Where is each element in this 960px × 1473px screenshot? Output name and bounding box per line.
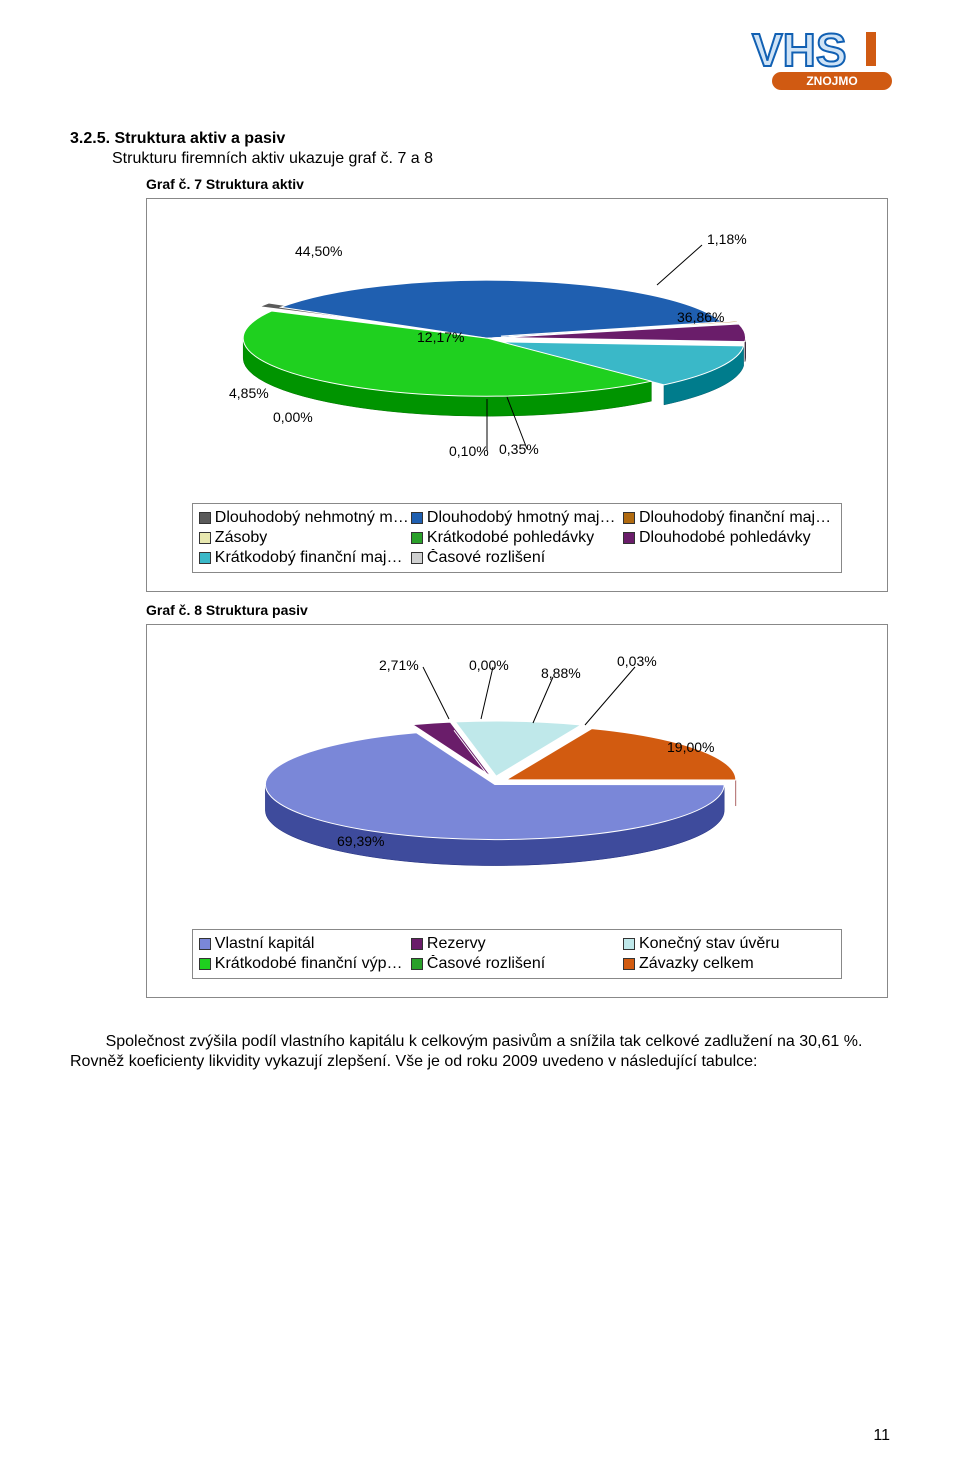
legend-label: Krátkodobé pohledávky <box>427 529 594 547</box>
legend-item: Dlouhodobý finanční majetek <box>623 508 835 528</box>
chart8-label-888: 8,88% <box>541 665 581 681</box>
legend-item: Dlouhodobé pohledávky <box>623 528 835 548</box>
chart7-label-3686: 36,86% <box>677 309 724 325</box>
legend-label: Závazky celkem <box>639 955 754 973</box>
legend-swatch <box>411 532 423 544</box>
svg-text:VHS: VHS <box>752 24 847 76</box>
chart7-label-4450: 44,50% <box>295 243 342 259</box>
chart7-label-1217: 12,17% <box>417 329 464 345</box>
legend-swatch <box>411 552 423 564</box>
legend-swatch <box>199 958 211 970</box>
chart7-title: Graf č. 7 Struktura aktiv <box>146 176 890 192</box>
legend-item: Krátkodobé finanční výpomoci <box>199 954 411 974</box>
legend-label: Krátkodobé finanční výpomoci <box>215 955 411 973</box>
legend-swatch <box>623 938 635 950</box>
legend-label: Rezervy <box>427 935 486 953</box>
legend-swatch <box>199 512 211 524</box>
chart7-legend: Dlouhodobý nehmotný majetek Dlouhodobý hm… <box>192 503 842 573</box>
legend-swatch <box>623 532 635 544</box>
legend-label: Dlouhodobý hmotný majetek <box>427 509 623 527</box>
chart8-pie: 2,71% 0,00% 8,88% 0,03% 19,00% 69,39% <box>147 625 887 915</box>
chart8-label-003: 0,03% <box>617 653 657 669</box>
page-number: 11 <box>873 1427 890 1445</box>
chart7-label-485: 4,85% <box>229 385 269 401</box>
legend-item: Dlouhodobý nehmotný majetek <box>199 508 411 528</box>
chart8-label-1900: 19,00% <box>667 739 714 755</box>
chart8-label-000: 0,00% <box>469 657 509 673</box>
section-subheading: Strukturu firemních aktiv ukazuje graf č… <box>112 150 890 168</box>
legend-label: Dlouhodobý finanční majetek <box>639 509 835 527</box>
chart8-legend: Vlastní kapitál Rezervy Konečný stav úvěru… <box>192 929 842 979</box>
legend-swatch <box>411 512 423 524</box>
chart7-container: 44,50% 12,17% 4,85% 0,00% 0,10% 0,35% 36… <box>146 198 888 592</box>
legend-label: Dlouhodobý nehmotný majetek <box>215 509 411 527</box>
paragraph-text: Společnost zvýšila podíl vlastního kapit… <box>70 1032 890 1073</box>
chart7-pie: 44,50% 12,17% 4,85% 0,00% 0,10% 0,35% 36… <box>147 199 887 489</box>
legend-item: Zásoby <box>199 528 411 548</box>
legend-swatch <box>199 532 211 544</box>
legend-item: Vlastní kapitál <box>199 934 411 954</box>
chart7-label-010: 0,10% <box>449 443 489 459</box>
legend-label: Časové rozlišení <box>427 549 545 567</box>
legend-item: Rezervy <box>411 934 623 954</box>
chart8-label-6939: 69,39% <box>337 833 384 849</box>
legend-label: Zásoby <box>215 529 267 547</box>
legend-item: Dlouhodobý hmotný majetek <box>411 508 623 528</box>
legend-item: Závazky celkem <box>623 954 835 974</box>
svg-text:ZNOJMO: ZNOJMO <box>806 74 857 88</box>
legend-swatch <box>623 958 635 970</box>
legend-item: Časové rozlišení <box>411 954 623 974</box>
logo: VHSZNOJMO <box>750 18 920 98</box>
legend-swatch <box>199 552 211 564</box>
chart8-container: 2,71% 0,00% 8,88% 0,03% 19,00% 69,39% Vl… <box>146 624 888 998</box>
legend-label: Dlouhodobé pohledávky <box>639 529 811 547</box>
chart7-label-035: 0,35% <box>499 441 539 457</box>
section-heading: 3.2.5. Struktura aktiv a pasiv <box>70 130 890 148</box>
legend-label: Vlastní kapitál <box>215 935 315 953</box>
legend-item: Krátkodobé pohledávky <box>411 528 623 548</box>
legend-swatch <box>411 938 423 950</box>
chart7-label-118: 1,18% <box>707 231 747 247</box>
legend-swatch <box>411 958 423 970</box>
legend-label: Konečný stav úvěru <box>639 935 780 953</box>
legend-swatch <box>623 512 635 524</box>
chart7-label-000: 0,00% <box>273 409 313 425</box>
legend-item: Krátkodobý finanční majetek <box>199 548 411 568</box>
legend-swatch <box>199 938 211 950</box>
chart8-title: Graf č. 8 Struktura pasiv <box>146 602 890 618</box>
legend-label: Časové rozlišení <box>427 955 545 973</box>
legend-item: Časové rozlišení <box>411 548 623 568</box>
legend-label: Krátkodobý finanční majetek <box>215 549 411 567</box>
legend-item: Konečný stav úvěru <box>623 934 835 954</box>
chart8-label-271: 2,71% <box>379 657 419 673</box>
